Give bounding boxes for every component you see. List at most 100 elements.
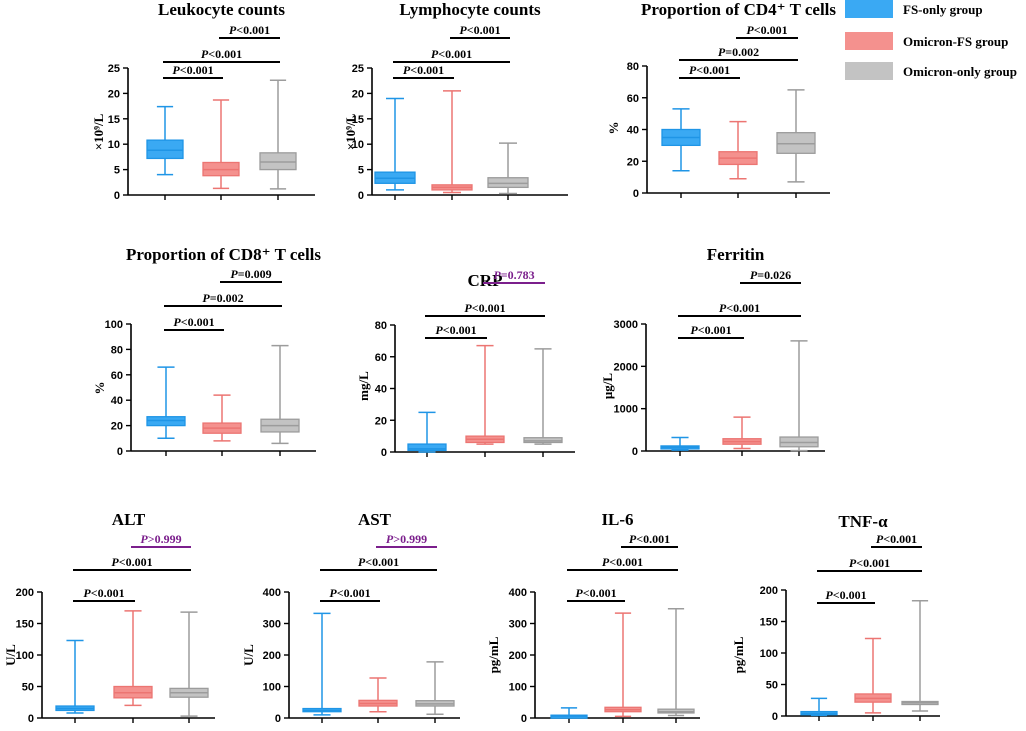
significance-label: P<0.001 bbox=[629, 532, 670, 546]
y-tick-label: 2000 bbox=[614, 361, 638, 373]
significance-label: P<0.001 bbox=[435, 323, 476, 337]
box-fs-only-group bbox=[800, 697, 838, 717]
y-tick-label: 60 bbox=[627, 93, 639, 105]
y-tick-label: 0 bbox=[117, 446, 123, 458]
significance-1: P<0.001 bbox=[163, 63, 223, 79]
y-tick-label: 20 bbox=[111, 421, 123, 433]
p-value: =0.009 bbox=[238, 267, 272, 281]
box-fs-only-group bbox=[55, 639, 95, 714]
y-tick-label: 60 bbox=[375, 352, 387, 364]
box-omicron-fs-group bbox=[358, 677, 398, 713]
y-tick-label: 100 bbox=[760, 648, 778, 660]
p-symbol: P bbox=[435, 323, 443, 337]
p-symbol: P bbox=[719, 301, 727, 315]
significance-2: P<0.001 bbox=[425, 301, 545, 317]
significance-label: P=0.009 bbox=[230, 267, 271, 281]
panel-1: Leukocyte counts0510152025×10⁹/LP<0.001P… bbox=[91, 0, 315, 202]
p-value: <0.001 bbox=[91, 586, 125, 600]
p-value: <0.001 bbox=[180, 63, 214, 77]
box-omicron-fs-group bbox=[202, 394, 242, 442]
box-fs-only-group bbox=[374, 97, 416, 191]
box-omicron-only-group bbox=[657, 607, 695, 717]
y-tick-label: 400 bbox=[509, 587, 527, 599]
box-omicron-only-group bbox=[415, 661, 455, 715]
y-axis-label: U/L bbox=[3, 644, 18, 666]
box-omicron-fs-group bbox=[431, 90, 473, 194]
legend-swatch bbox=[845, 0, 893, 18]
box-omicron-fs-group bbox=[854, 637, 892, 714]
y-tick-label: 200 bbox=[509, 650, 527, 662]
y-tick-label: 0 bbox=[381, 447, 387, 459]
y-tick-label: 100 bbox=[263, 682, 281, 694]
legend-label: FS-only group bbox=[903, 2, 983, 17]
significance-3: P<0.001 bbox=[219, 23, 280, 39]
significance-3: P>0.999 bbox=[131, 532, 191, 548]
y-tick-label: 40 bbox=[111, 395, 123, 407]
panel-title: TNF-α bbox=[838, 512, 888, 531]
y-tick-label: 150 bbox=[760, 617, 778, 629]
y-tick-label: 25 bbox=[108, 63, 120, 75]
significance-label: P<0.001 bbox=[689, 63, 730, 77]
significance-label: P<0.001 bbox=[111, 555, 152, 569]
box-fs-only-group bbox=[660, 436, 700, 451]
p-value: =0.002 bbox=[210, 291, 244, 305]
p-value: =0.026 bbox=[757, 268, 791, 282]
p-symbol: P bbox=[403, 63, 411, 77]
significance-label: P>0.999 bbox=[386, 532, 427, 546]
significance-label: P=0.026 bbox=[750, 268, 791, 282]
y-tick-label: 20 bbox=[627, 156, 639, 168]
p-symbol: P bbox=[431, 47, 439, 61]
significance-label: P<0.001 bbox=[876, 532, 917, 546]
significance-label: P<0.001 bbox=[431, 47, 472, 61]
y-tick-label: 80 bbox=[627, 61, 639, 73]
panel-title: Proportion of CD4⁺ T cells bbox=[641, 0, 836, 19]
box-fs-only-group bbox=[146, 105, 184, 176]
y-tick-label: 5 bbox=[358, 165, 364, 177]
p-symbol: P bbox=[111, 555, 119, 569]
y-tick-label: 40 bbox=[375, 384, 387, 396]
y-tick-label: 100 bbox=[16, 650, 34, 662]
p-symbol: P bbox=[849, 556, 857, 570]
y-tick-label: 25 bbox=[352, 63, 364, 75]
box-omicron-fs-group bbox=[718, 120, 758, 180]
significance-1: P<0.001 bbox=[567, 586, 625, 602]
box-iqr bbox=[407, 443, 447, 452]
p-value: <0.001 bbox=[410, 63, 444, 77]
p-symbol: P bbox=[201, 47, 209, 61]
y-tick-label: 0 bbox=[521, 713, 527, 725]
box-fs-only-group bbox=[407, 411, 447, 453]
box-omicron-fs-group bbox=[465, 344, 505, 445]
y-tick-label: 400 bbox=[263, 587, 281, 599]
significance-label: P<0.001 bbox=[358, 555, 399, 569]
y-tick-label: 15 bbox=[352, 114, 364, 126]
significance-label: P<0.001 bbox=[602, 555, 643, 569]
panel-2: Lymphocyte counts0510152025×10⁹/LP<0.001… bbox=[343, 0, 568, 202]
significance-1: P<0.001 bbox=[393, 63, 454, 79]
y-tick-label: 0 bbox=[633, 188, 639, 200]
box-omicron-only-group bbox=[487, 142, 529, 195]
p-symbol: P bbox=[173, 315, 181, 329]
box-iqr bbox=[146, 139, 184, 160]
y-tick-label: 20 bbox=[352, 88, 364, 100]
p-value: >0.999 bbox=[393, 532, 427, 546]
significance-2: P=0.002 bbox=[164, 291, 282, 307]
significance-2: P<0.001 bbox=[393, 47, 510, 63]
p-symbol: P bbox=[83, 586, 91, 600]
y-axis-label: μg/L bbox=[600, 373, 615, 399]
y-tick-label: 300 bbox=[509, 619, 527, 631]
p-symbol: P bbox=[493, 268, 501, 282]
significance-1: P<0.001 bbox=[164, 315, 224, 331]
box-omicron-only-group bbox=[779, 340, 819, 452]
p-value: <0.001 bbox=[696, 63, 730, 77]
p-value: <0.001 bbox=[856, 556, 890, 570]
y-axis-label: % bbox=[606, 122, 621, 135]
significance-3: P=0.009 bbox=[220, 267, 282, 283]
significance-label: P<0.001 bbox=[575, 586, 616, 600]
p-symbol: P bbox=[750, 268, 758, 282]
p-symbol: P bbox=[629, 532, 637, 546]
y-axis-label: U/L bbox=[241, 644, 256, 666]
p-symbol: P bbox=[329, 586, 337, 600]
